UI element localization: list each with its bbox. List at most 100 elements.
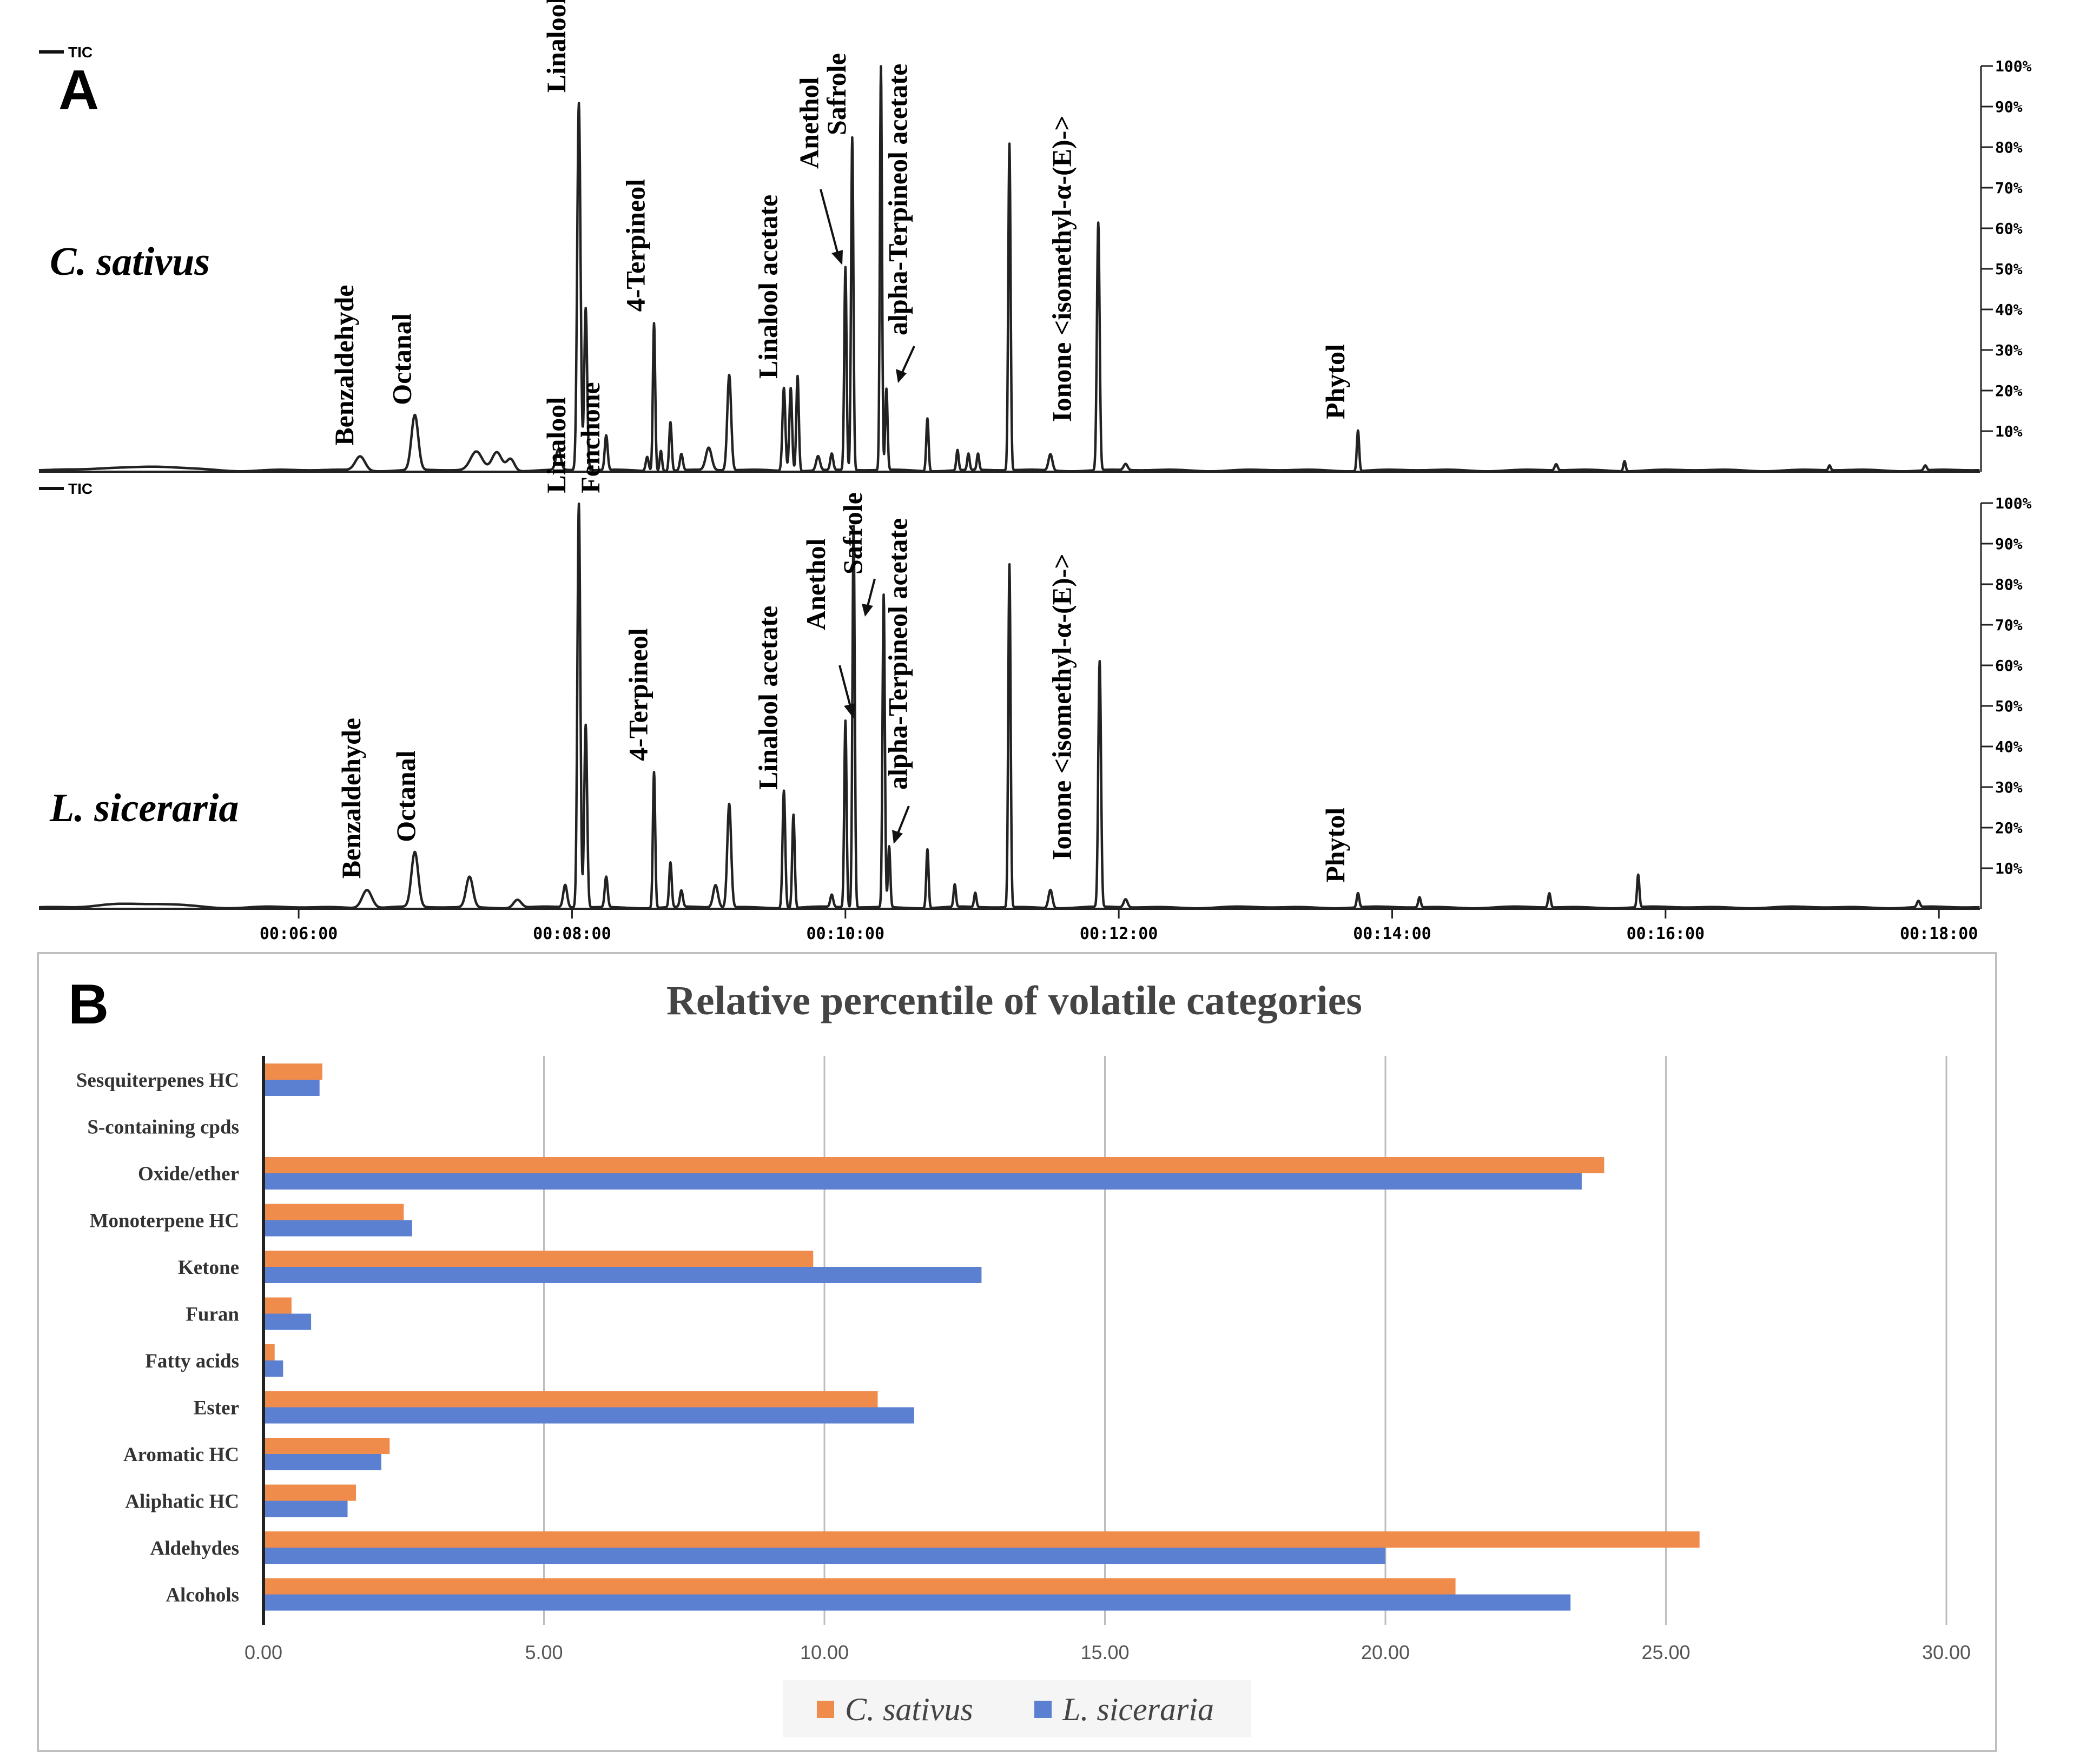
category-label: Furan [186,1304,239,1326]
category-label: Fatty acids [145,1350,239,1372]
category-label: Monoterpene HC [90,1210,239,1232]
y-tick-label: 60% [1995,220,2023,237]
y-axis-c-sativus: 100% 90% 80% 70% 60% 50% 40% 30% 20% 10% [39,57,2032,473]
bar-chart-panel: B Relative percentile of volatile catego… [37,952,1997,1752]
panel-b-label: B [68,973,109,1036]
peak-label: Benzaldehyde [329,285,359,446]
peak-label: 4-Terpineol [623,628,653,761]
bar-c-sativus [263,1578,1456,1595]
y-tick-label: 90% [1995,98,2023,116]
peak-label: Anethol [801,538,831,630]
x-tick-label: 00:10:00 [807,924,885,943]
bar-l-siceraria [263,1407,914,1424]
bar-l-siceraria [263,1360,283,1377]
bar-c-sativus [263,1344,275,1360]
y-tick-label: 40% [1995,738,2023,756]
bar-c-sativus [263,1484,356,1501]
panel-a-label: A [58,59,99,122]
chromatogram-c-sativus: TIC C. sativus 100% 90% 80% 70% 60% 50% 40% 30%… [38,0,2032,473]
bar-chart-x-tick-labels: 0.00 5.00 10.00 15.00 20.00 25.00 30.00 [245,1641,1971,1663]
bar-chart-category-labels: Sesquiterpenes HC S-containing cpds Oxide/… [76,1069,240,1607]
bar-l-siceraria [263,1548,1385,1564]
x-tick-label: 00:18:00 [1900,924,1978,943]
y-tick-label: 50% [1995,260,2023,278]
category-label: S-containing cpds [87,1116,239,1139]
bar-c-sativus [263,1531,1700,1548]
peak-label: 4-Terpineol [620,179,650,312]
legend-swatch-c-sativus [817,1701,834,1718]
bar-c-sativus [263,1297,292,1314]
y-tick-label: 100% [1995,57,2032,75]
bar-l-siceraria [263,1220,412,1237]
peak-label: Ionone <isomethyl-α-(E)-> [1047,553,1077,860]
x-tick-label: 00:06:00 [260,924,338,943]
bar-c-sativus [263,1251,814,1267]
bar-l-siceraria [263,1173,1582,1190]
y-tick-label: 30% [1995,778,2023,796]
bar-c-sativus [263,1063,322,1080]
bar-chart-frame [37,952,1997,1752]
x-tick-label: 00:16:00 [1627,924,1705,943]
bar-l-siceraria [263,1313,312,1330]
chromatogram-l-siceraria: TIC L. siceraria 100% 90% 80% 70% 60% 50% 40% 3… [38,382,2032,910]
peak-annotations-l-siceraria: Benzaldehyde Octanal Linalool Fenchone 4-Ter… [336,382,1350,883]
category-label: Aldehydes [150,1537,239,1560]
legend-label-l-siceraria: L. siceraria [1062,1692,1214,1727]
peak-label: Octanal [391,750,421,842]
peak-label: Phytol [1320,344,1350,419]
y-tick-label: 50% [1995,697,2023,715]
y-tick-label: 70% [1995,616,2023,634]
trace-line-c-sativus [38,65,1980,473]
bar-c-sativus [263,1391,878,1408]
bar-chart-bars [263,1063,1700,1611]
legend-background [783,1680,1251,1737]
x-tick-label: 30.00 [1922,1641,1971,1663]
y-tick-label: 60% [1995,657,2023,675]
legend-swatch-l-siceraria [1034,1701,1052,1718]
peak-label: Safrole [821,53,851,135]
peak-label: Benzaldehyde [336,718,366,878]
annotation-arrows-l-siceraria [838,578,910,844]
species-label-c-sativus: C. sativus [50,240,210,284]
y-tick-label: 20% [1995,819,2023,837]
category-label: Ketone [178,1257,239,1279]
x-tick-label: 0.00 [245,1641,282,1663]
bar-chart-title: Relative percentile of volatile categori… [666,978,1362,1023]
bar-c-sativus [263,1157,1604,1173]
category-label: Alcohols [166,1584,239,1607]
bar-l-siceraria [263,1454,381,1470]
y-tick-label: 40% [1995,301,2023,319]
peak-label: Linalool acetate [753,195,783,379]
bar-c-sativus [263,1438,390,1454]
y-tick-label: 10% [1995,422,2023,440]
bar-l-siceraria [263,1080,320,1096]
category-label: Ester [194,1397,239,1419]
annotation-arrows-c-sativus [820,189,915,383]
peak-label: alpha-Terpineol acetate [883,518,913,790]
tic-legend-label: TIC [68,44,93,61]
peak-label: Octanal [386,313,417,405]
x-tick-label: 00:08:00 [533,924,611,943]
x-tick-label: 15.00 [1080,1641,1129,1663]
category-label: Aliphatic HC [125,1491,239,1513]
y-tick-label: 30% [1995,341,2023,359]
y-tick-label: 10% [1995,860,2023,877]
y-tick-label: 80% [1995,138,2023,156]
peak-annotations-c-sativus: Benzaldehyde Octanal Linalool 4-Terpineol Li… [329,0,1350,446]
bar-chart-gridlines [543,1056,1947,1625]
peak-label: Linalool [541,0,571,93]
x-tick-label: 20.00 [1361,1641,1410,1663]
peak-label: Safrole [837,492,868,574]
peak-label: Ionone <isomethyl-α-(E)-> [1047,115,1077,422]
chromatogram-panel: A TIC C. sativus 100% 90% 80% 70% 60% 50% 40% 3… [38,0,2032,943]
bar-c-sativus [263,1204,404,1220]
bar-l-siceraria [263,1594,1571,1611]
category-label: Sesquiterpenes HC [76,1069,239,1092]
peak-label: Anethol [794,77,824,169]
bar-chart-legend: C. sativus L. siceraria [783,1680,1251,1737]
category-label: Oxide/ether [138,1163,239,1185]
peak-label: Linalool [541,397,571,493]
tic-legend-label: TIC [68,480,93,497]
legend-label-c-sativus: C. sativus [845,1692,973,1727]
